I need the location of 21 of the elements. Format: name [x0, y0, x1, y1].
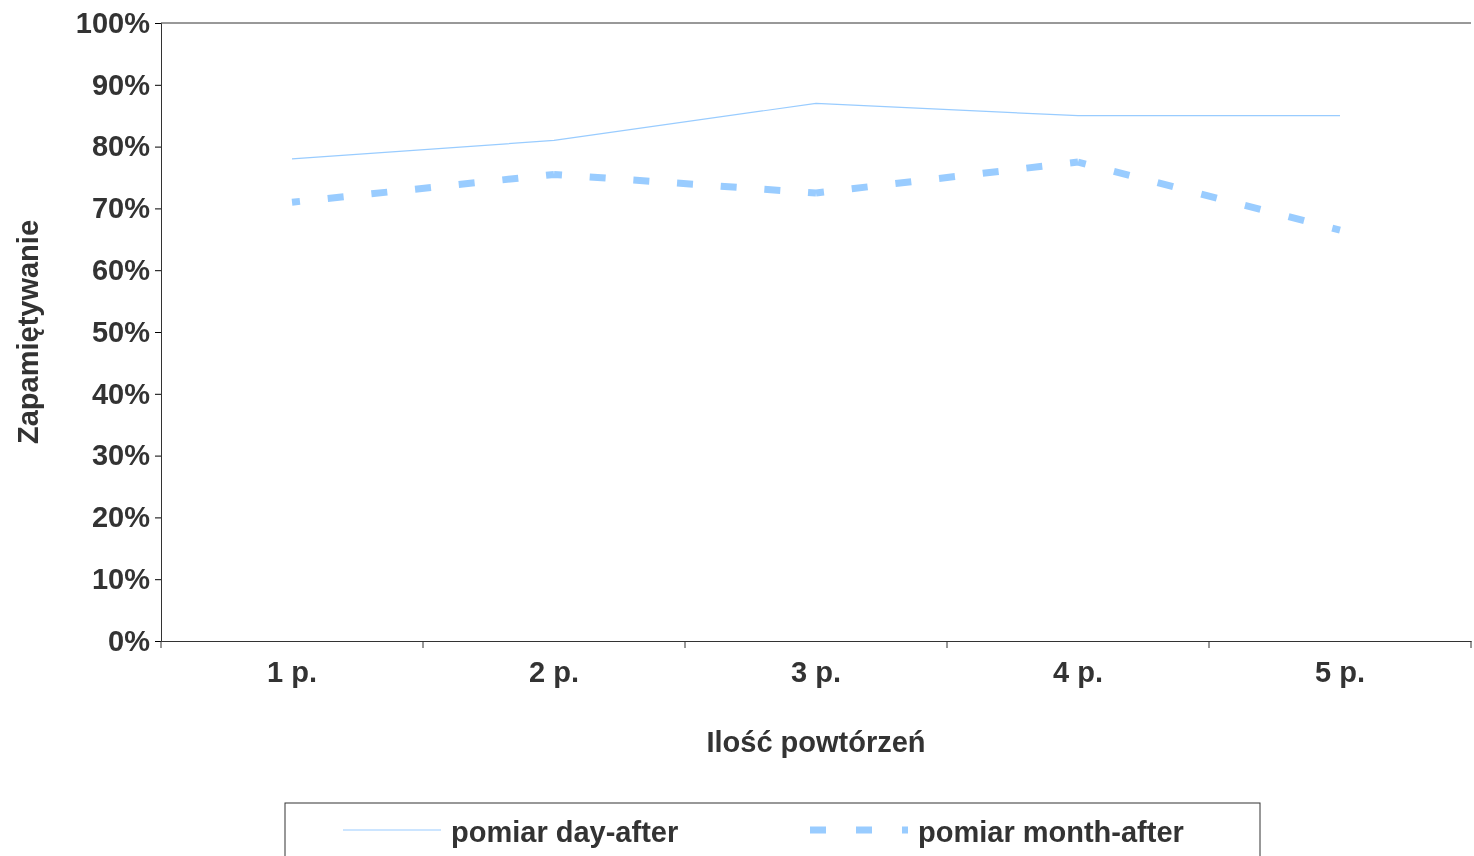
x-tick-label: 4 p.	[1053, 656, 1103, 688]
y-tick-label: 30%	[91, 439, 151, 472]
y-tick-label: 50%	[91, 315, 151, 348]
y-tick-label: 100%	[75, 6, 151, 39]
legend-label: pomiar month-after	[918, 816, 1184, 848]
x-tick-label: 1 p.	[267, 656, 317, 688]
x-axis-title: Ilość powtórzeń	[706, 726, 926, 758]
y-tick-label: 40%	[91, 377, 151, 410]
x-tick-label: 3 p.	[791, 656, 841, 688]
x-tick-label: 5 p.	[1315, 656, 1365, 688]
y-tick-label: 20%	[91, 501, 151, 534]
y-tick-label: 10%	[91, 562, 151, 595]
legend-label: pomiar day-after	[451, 816, 679, 848]
line-series	[291, 102, 1341, 160]
y-tick-label: 90%	[91, 68, 151, 101]
y-tick-label: 80%	[91, 130, 151, 163]
y-tick-label: 0%	[108, 624, 151, 657]
y-tick-label: 70%	[91, 192, 151, 225]
y-tick-label: 60%	[91, 253, 151, 286]
x-tick-label: 2 p.	[529, 656, 579, 688]
y-axis-title: Zapamiętywanie	[12, 219, 44, 445]
